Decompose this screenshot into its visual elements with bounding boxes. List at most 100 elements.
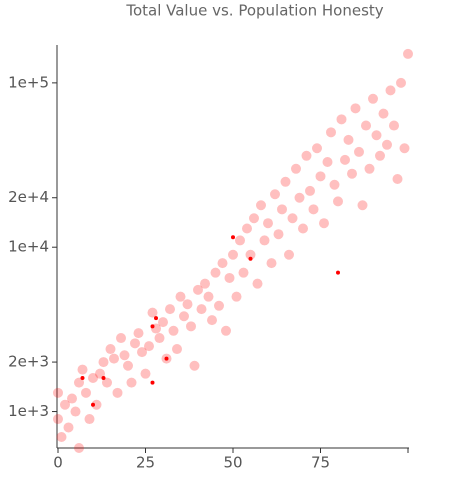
point xyxy=(109,353,119,364)
point xyxy=(172,344,182,355)
point xyxy=(301,150,312,161)
point xyxy=(165,304,175,315)
point xyxy=(182,299,193,310)
point xyxy=(242,223,252,234)
point xyxy=(305,185,315,196)
point xyxy=(270,189,280,200)
point xyxy=(403,48,413,59)
point xyxy=(357,200,368,211)
point xyxy=(333,196,343,207)
point xyxy=(126,377,137,388)
point xyxy=(70,406,81,417)
point xyxy=(179,311,189,322)
point xyxy=(249,213,259,224)
point xyxy=(217,258,228,269)
point xyxy=(63,422,74,433)
point xyxy=(245,249,256,260)
point xyxy=(154,333,165,344)
point xyxy=(189,360,200,371)
point xyxy=(280,176,291,187)
point xyxy=(105,344,116,355)
point xyxy=(340,154,350,165)
point xyxy=(196,304,207,315)
point xyxy=(147,307,158,318)
point xyxy=(364,163,375,174)
point xyxy=(221,325,231,336)
point xyxy=(378,108,389,119)
point xyxy=(81,387,91,398)
point xyxy=(371,130,382,141)
point xyxy=(102,377,112,388)
point xyxy=(200,278,210,289)
point xyxy=(263,218,273,229)
point xyxy=(164,356,169,361)
y-tick-label: 1e+3 xyxy=(8,402,49,420)
point xyxy=(207,315,217,326)
point xyxy=(368,93,378,104)
point xyxy=(248,256,253,261)
point xyxy=(322,156,333,167)
point xyxy=(116,333,126,344)
point xyxy=(228,249,238,260)
point xyxy=(137,347,147,358)
point xyxy=(53,414,63,425)
x-tick-label: 25 xyxy=(136,454,155,472)
x-tick-label: 75 xyxy=(311,454,330,472)
point xyxy=(266,258,277,269)
point xyxy=(77,364,88,375)
point xyxy=(186,321,196,332)
point xyxy=(298,223,308,234)
point xyxy=(133,328,144,339)
point xyxy=(308,204,319,215)
point xyxy=(203,291,214,302)
point xyxy=(382,139,392,150)
point xyxy=(130,338,140,349)
point xyxy=(168,325,179,336)
point xyxy=(95,368,105,379)
point xyxy=(259,235,270,246)
point xyxy=(354,146,364,157)
y-tick-label: 1e+5 xyxy=(8,73,49,91)
point xyxy=(350,103,361,114)
point xyxy=(389,120,399,131)
point xyxy=(294,192,305,203)
point xyxy=(74,443,84,453)
point xyxy=(144,341,154,352)
point xyxy=(396,77,406,88)
point xyxy=(53,387,63,398)
x-tick-label: 50 xyxy=(223,454,242,472)
point xyxy=(235,235,245,246)
point xyxy=(67,393,77,404)
point xyxy=(315,171,326,182)
point xyxy=(399,143,410,154)
point xyxy=(312,143,322,154)
point xyxy=(56,431,67,442)
point xyxy=(91,399,102,410)
point xyxy=(74,377,84,388)
point xyxy=(150,324,155,329)
y-tick-label: 2e+3 xyxy=(8,353,49,371)
point xyxy=(119,350,130,361)
point xyxy=(88,372,98,383)
point xyxy=(238,267,249,278)
point xyxy=(60,399,70,410)
point xyxy=(385,85,396,96)
point xyxy=(256,200,266,211)
point xyxy=(291,163,301,174)
point xyxy=(287,213,298,224)
point xyxy=(329,179,340,190)
point xyxy=(98,357,109,368)
x-tick-label: 0 xyxy=(53,454,63,472)
point xyxy=(252,278,263,289)
point xyxy=(326,127,336,138)
point xyxy=(273,229,284,240)
point xyxy=(214,300,224,311)
y-tick-label: 2e+4 xyxy=(8,188,49,206)
point xyxy=(193,284,203,295)
point xyxy=(84,414,95,425)
point xyxy=(375,150,385,161)
point xyxy=(101,375,106,380)
point xyxy=(158,317,168,328)
point xyxy=(361,120,371,131)
